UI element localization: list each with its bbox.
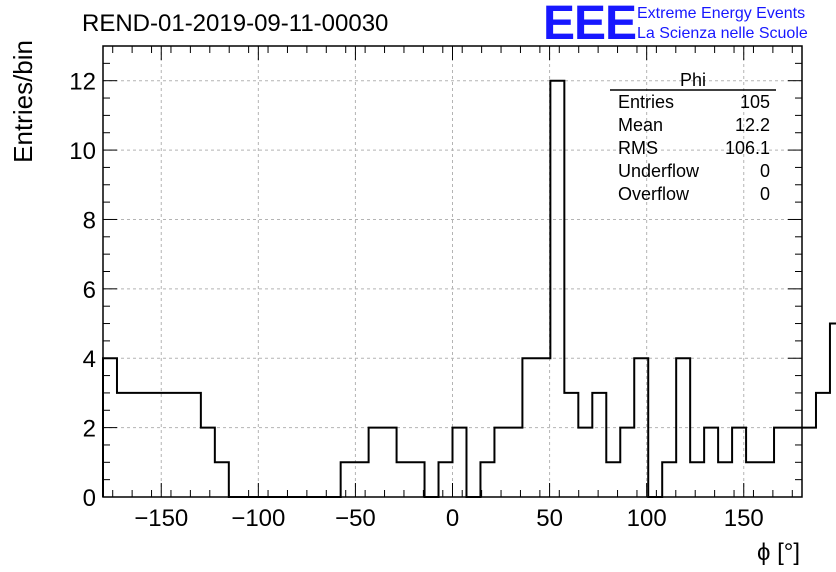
histogram-bin xyxy=(578,428,592,497)
histogram-bin xyxy=(508,428,522,497)
x-tick-label: 0 xyxy=(446,505,459,532)
histogram-bin xyxy=(383,428,397,497)
histogram-bin xyxy=(564,393,578,497)
y-tick-label: 2 xyxy=(83,416,96,443)
histogram-bin xyxy=(453,428,467,497)
y-tick-label: 8 xyxy=(83,207,96,234)
stats-label: Mean xyxy=(618,115,664,135)
stats-label: Entries xyxy=(618,92,675,112)
y-tick-label: 0 xyxy=(83,485,96,512)
eee-logo: EEE xyxy=(543,0,637,50)
y-tick-label: 6 xyxy=(83,277,96,304)
histogram-bin xyxy=(201,428,215,497)
histogram-bin xyxy=(494,428,508,497)
stats-label: Overflow xyxy=(618,184,690,204)
histogram-bin xyxy=(592,393,606,497)
histogram-bin xyxy=(439,462,453,497)
y-tick-label: 4 xyxy=(83,346,96,373)
stats-value: 105 xyxy=(739,92,770,112)
histogram-bin xyxy=(173,393,187,497)
x-tick-label: −50 xyxy=(335,505,376,532)
histogram-bin xyxy=(145,393,159,497)
x-tick-label: −150 xyxy=(134,505,188,532)
x-tick-label: 100 xyxy=(627,505,667,532)
histogram-bin xyxy=(480,462,494,497)
x-tick-label: 50 xyxy=(536,505,563,532)
x-tick-label: −100 xyxy=(231,505,285,532)
stats-label: RMS xyxy=(618,138,658,158)
stats-value: 106.1 xyxy=(724,138,770,158)
histogram-bin xyxy=(676,358,690,497)
x-tick-label: 150 xyxy=(724,505,764,532)
histogram-bin xyxy=(187,393,201,497)
stats-value: 0 xyxy=(759,184,770,204)
histogram-bin xyxy=(690,462,704,497)
y-tick-label: 10 xyxy=(69,138,96,165)
histogram-bin xyxy=(704,428,718,497)
x-axis-label: ϕ [°] xyxy=(757,539,800,566)
chart-title: REND-01-2019-09-11-00030 xyxy=(82,10,389,37)
histogram-bin xyxy=(816,393,830,497)
histogram-bin xyxy=(550,81,564,497)
brand-line-2: La Scienza nelle Scuole xyxy=(637,25,808,42)
histogram-bin xyxy=(411,462,425,497)
histogram-bin xyxy=(662,462,676,497)
histogram-bin xyxy=(341,462,355,497)
histogram-bin xyxy=(634,358,648,497)
stats-title: Phi xyxy=(680,70,707,90)
histogram-bin xyxy=(620,428,634,497)
brand-line-1: Extreme Energy Events xyxy=(637,5,806,22)
histogram-bin xyxy=(760,462,774,497)
stats-label: Underflow xyxy=(618,161,700,181)
histogram-bin xyxy=(355,462,369,497)
histogram-bin xyxy=(802,428,816,497)
stats-value: 12.2 xyxy=(734,115,770,135)
stats-value: 0 xyxy=(759,161,770,181)
histogram-bin xyxy=(369,428,383,497)
y-axis-label: Entries/bin xyxy=(8,40,38,163)
histogram-bin xyxy=(718,462,732,497)
y-tick-label: 12 xyxy=(69,69,96,96)
histogram-bin xyxy=(774,428,788,497)
histogram-bin xyxy=(131,393,145,497)
histogram-bin xyxy=(215,462,229,497)
histogram-bin xyxy=(117,393,131,497)
histogram-bin xyxy=(606,462,620,497)
